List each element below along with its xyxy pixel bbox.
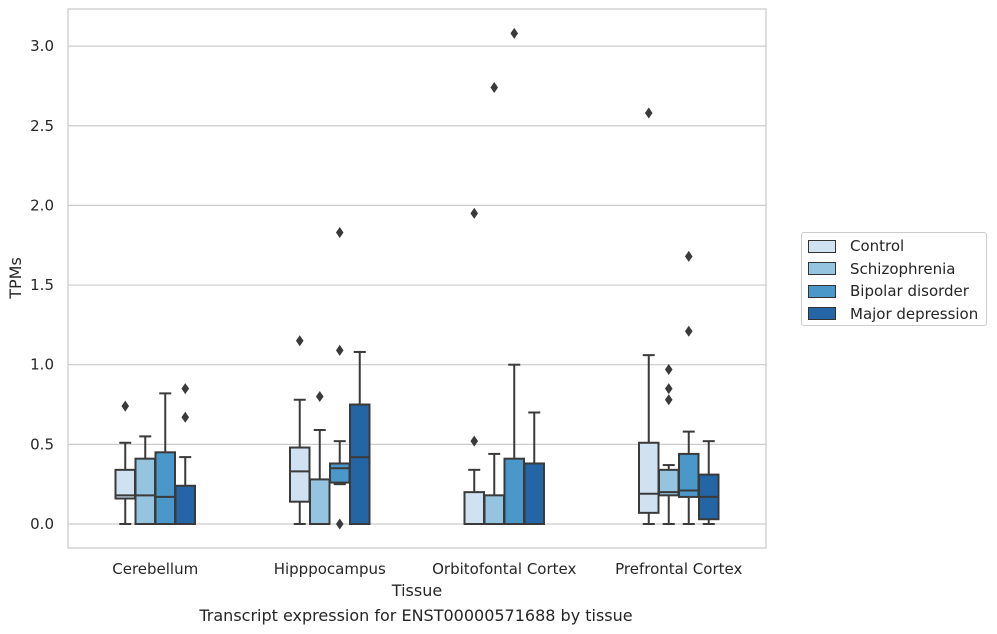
box-body: [134, 457, 156, 526]
outlier-point: [335, 226, 344, 238]
legend: Control Schizophrenia Bipolar disorder Majo…: [801, 232, 987, 326]
box-body: [154, 451, 176, 525]
box-major-depression: [349, 350, 371, 525]
box-bipolar-disorder: [678, 250, 700, 525]
box-body: [503, 457, 525, 526]
x-axis-label: Tissue: [391, 581, 442, 600]
y-tick-label: 1.5: [30, 276, 54, 294]
outlier-point: [470, 435, 479, 447]
outlier-point: [335, 344, 344, 356]
outlier-point: [181, 411, 190, 423]
x-tick-label: Cerebellum: [112, 560, 198, 578]
outlier-point: [121, 400, 130, 412]
outlier-point: [644, 107, 653, 119]
y-tick-label: 1.0: [30, 356, 54, 374]
box-body: [463, 491, 485, 526]
outlier-point: [490, 82, 499, 94]
plot-frame: [67, 8, 767, 549]
box-body: [174, 484, 196, 526]
outlier-point: [510, 27, 519, 39]
box-body: [329, 462, 351, 484]
box-body: [309, 478, 331, 525]
box-control: [638, 107, 660, 525]
legend-label: Bipolar disorder: [850, 282, 969, 300]
box-schizophrenia: [658, 363, 680, 525]
outlier-point: [684, 250, 693, 262]
outlier-point: [684, 325, 693, 337]
y-tick-label: 0.5: [30, 435, 54, 453]
box-body: [483, 494, 505, 525]
box-body: [523, 462, 545, 526]
box-bipolar-disorder: [503, 27, 525, 526]
y-tick-label: 3.0: [30, 37, 54, 55]
outlier-point: [315, 391, 324, 403]
legend-label: Schizophrenia: [850, 259, 956, 278]
outlier-point: [664, 394, 673, 406]
legend-label: Major depression: [850, 304, 979, 323]
box-major-depression: [698, 440, 720, 525]
box-bipolar-disorder: [154, 392, 176, 525]
y-tick-label: 0.0: [30, 515, 54, 533]
box-series: [114, 27, 720, 530]
box-bipolar-disorder: [329, 226, 351, 530]
legend-swatch: [808, 307, 836, 320]
legend-swatch: [808, 239, 836, 253]
outlier-point: [470, 207, 479, 219]
legend-item: Bipolar disorder: [808, 281, 969, 301]
outlier-point: [295, 335, 304, 347]
box-control: [289, 335, 311, 525]
outlier-point: [335, 518, 344, 530]
box-body: [349, 403, 371, 525]
y-tick-label: 2.0: [30, 196, 54, 214]
box-body: [289, 446, 311, 503]
outlier-point: [664, 363, 673, 375]
legend-swatch: [808, 262, 836, 275]
box-major-depression: [174, 383, 196, 526]
legend-item: Schizophrenia: [808, 259, 955, 279]
box-major-depression: [523, 411, 545, 526]
box-control: [114, 400, 136, 525]
box-schizophrenia: [483, 82, 505, 525]
outlier-point: [664, 383, 673, 395]
grid-lines: [68, 45, 766, 525]
outlier-point: [181, 383, 190, 395]
box-body: [638, 441, 660, 514]
x-tick-label: Hipppocampus: [274, 560, 386, 578]
box-control: [463, 207, 485, 526]
x-tick-label: Orbitofontal Cortex: [432, 560, 576, 578]
legend-item: Control: [808, 236, 904, 256]
legend-item: Major depression: [808, 304, 978, 324]
y-tick-label: 2.5: [30, 117, 54, 135]
legend-swatch: [808, 284, 836, 298]
x-tick-label: Prefrontal Cortex: [615, 560, 742, 578]
legend-label: Control: [850, 237, 905, 255]
y-axis-label: TPMs: [6, 257, 25, 300]
box-schizophrenia: [134, 435, 156, 526]
chart-caption: Transcript expression for ENST0000057168…: [199, 606, 633, 625]
box-schizophrenia: [309, 391, 331, 525]
axes: 0.0 0.5 1.0 1.5 2.0 2.5 3.0 Cerebellum Hipppocam…: [30, 8, 767, 578]
box-body: [114, 468, 136, 500]
